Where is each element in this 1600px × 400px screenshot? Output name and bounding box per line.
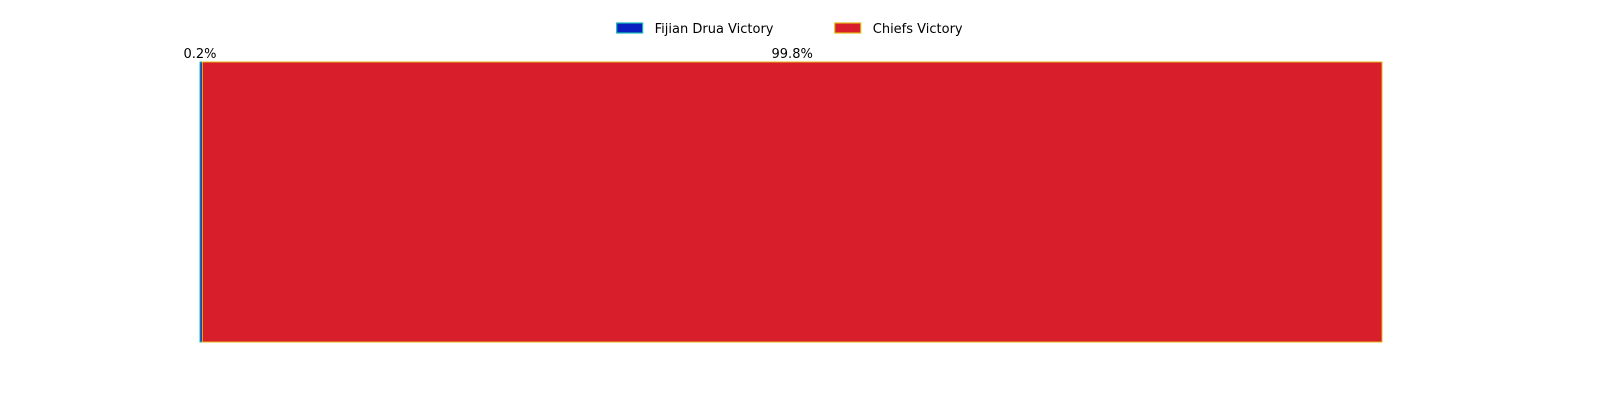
bars bbox=[199, 61, 1383, 343]
legend-item-1: Fijian Drua Victory bbox=[616, 22, 774, 37]
data-labels: 0.2% 99.8% bbox=[183, 47, 812, 62]
legend: Fijian Drua Victory Chiefs Victory bbox=[616, 22, 963, 37]
legend-item-2: Chiefs Victory bbox=[834, 22, 963, 37]
legend-swatch-2 bbox=[834, 22, 862, 34]
legend-label-1: Fijian Drua Victory bbox=[655, 22, 774, 37]
value-label-1: 0.2% bbox=[183, 47, 216, 62]
value-label-2: 99.8% bbox=[772, 47, 813, 62]
bar-segment-2 bbox=[201, 61, 1383, 343]
legend-label-2: Chiefs Victory bbox=[873, 22, 963, 37]
legend-swatch-1 bbox=[616, 22, 644, 34]
